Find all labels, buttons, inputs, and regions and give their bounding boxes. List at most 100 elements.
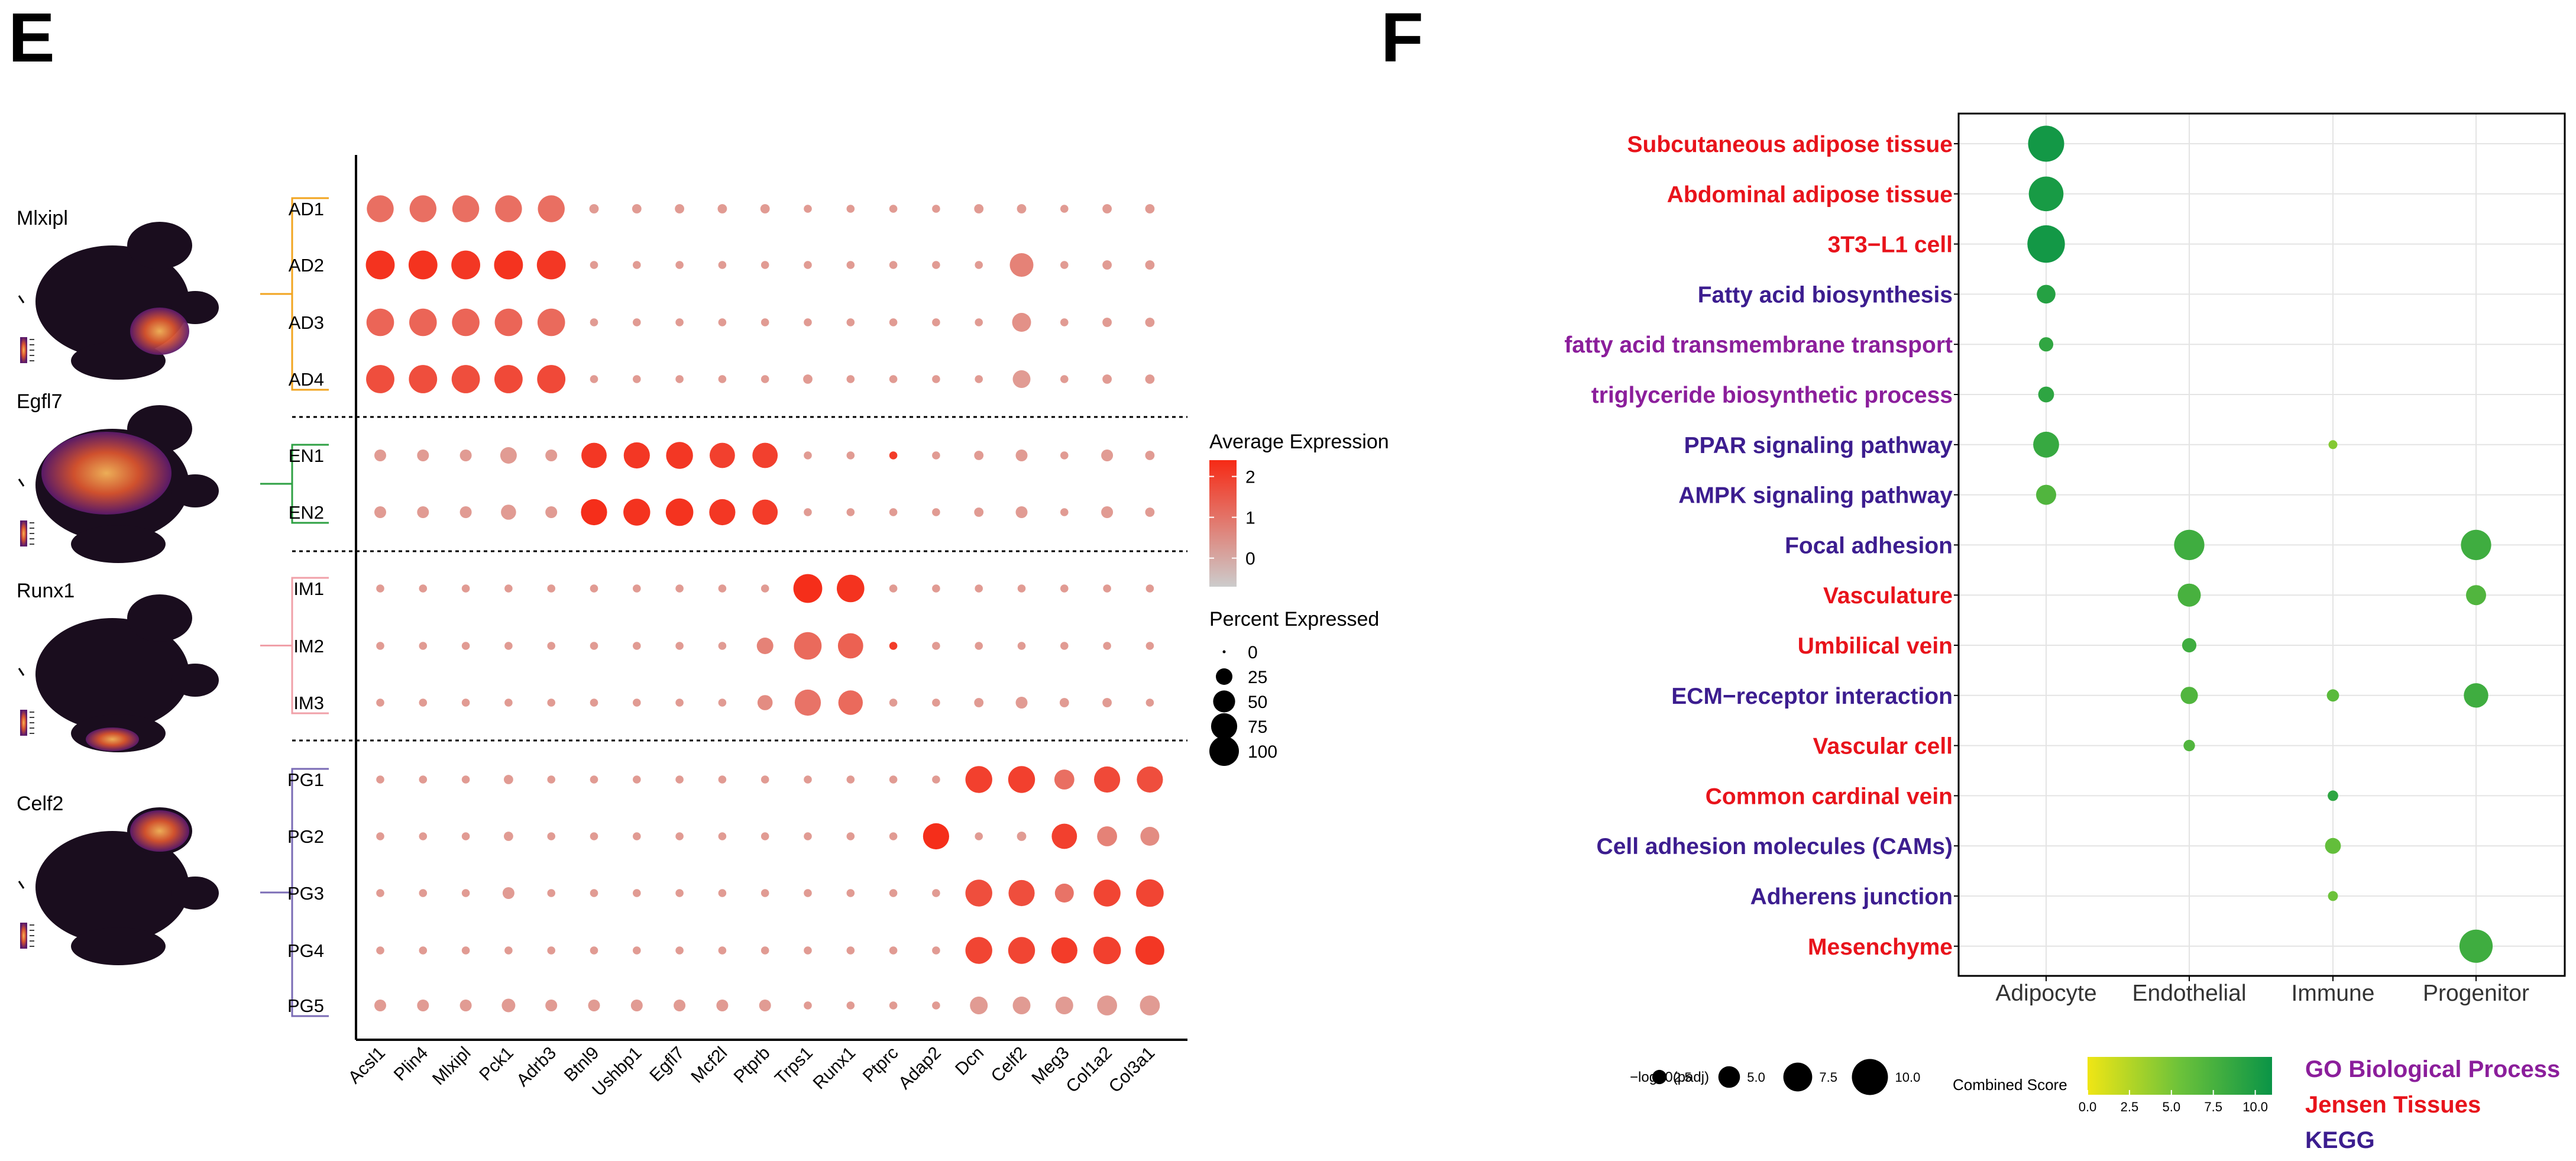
- term-labels: Subcutaneous adipose tissue Abdominal adi…: [1564, 132, 1959, 960]
- dot-im2-btnl9: [590, 642, 598, 650]
- bracket-pg: [260, 768, 329, 1017]
- dot-im1-mcf2l: [718, 584, 727, 593]
- dot-im3-mcf2l: [718, 698, 727, 707]
- dot-ad4-ushbp1: [633, 375, 641, 383]
- dot-pg5-plin4: [417, 1000, 429, 1011]
- dot-pg1-plin4: [419, 775, 428, 784]
- dot-pg3-plin4: [419, 889, 428, 897]
- dot-ad3-col1a2: [1102, 318, 1112, 327]
- dot-im2-adap2: [932, 642, 940, 650]
- feature-plot-runx1: Runx1: [17, 580, 219, 752]
- gene-label-col1a2: Col1a2: [1062, 1043, 1116, 1097]
- dot-ad4-adrb3: [537, 365, 566, 393]
- gene-label-mcf2l: Mcf2l: [687, 1043, 731, 1087]
- feature-plot-title: Mlxipl: [17, 207, 68, 229]
- dot-pg4-col3a1: [1135, 936, 1164, 965]
- dot-pg4-adrb3: [547, 946, 555, 955]
- dot-im2-trps1: [794, 632, 822, 660]
- dot-ad3-mlxipl: [452, 308, 480, 337]
- enrichment-dot-adipocyte: [2036, 484, 2056, 505]
- dot-pg4-trps1: [804, 946, 812, 955]
- size-legend-dot: [1209, 736, 1239, 766]
- dot-pg4-celf2: [1008, 937, 1035, 964]
- dot-pg5-celf2: [1012, 997, 1031, 1014]
- enrichment-dot-progenitor: [2459, 929, 2493, 963]
- enrichment-dot-immune: [2328, 891, 2338, 901]
- dot-ad2-adrb3: [536, 250, 566, 280]
- bracket-ad: [260, 197, 329, 391]
- enrichment-dot-progenitor: [2466, 585, 2486, 606]
- dot-im3-runx1: [838, 690, 863, 715]
- dot-ad3-pck1: [494, 308, 523, 337]
- dot-pg3-runx1: [846, 889, 855, 897]
- dot-im1-adrb3: [547, 584, 555, 593]
- dot-en1-meg3: [1060, 451, 1069, 460]
- dot-ad4-meg3: [1060, 375, 1069, 383]
- dot-ad3-runx1: [846, 318, 855, 326]
- dot-pg2-trps1: [804, 832, 812, 840]
- dot-en2-meg3: [1060, 508, 1069, 516]
- dot-ad1-plin4: [409, 195, 436, 222]
- gene-label-mlxipl: Mlxipl: [429, 1043, 475, 1089]
- enrichment-dot-endothelial: [2180, 687, 2198, 704]
- dot-pg1-col3a1: [1137, 766, 1163, 793]
- dot-en2-adap2: [932, 508, 940, 516]
- dot-en2-runx1: [846, 508, 855, 516]
- dot-pg2-plin4: [419, 832, 428, 840]
- dot-en1-col1a2: [1101, 449, 1114, 461]
- dot-pg2-col3a1: [1140, 827, 1160, 846]
- dot-pg2-celf2: [1017, 832, 1027, 841]
- enrichment-dot-immune: [2325, 837, 2341, 854]
- dot-ad3-dcn: [975, 318, 983, 326]
- term-label: Common cardinal vein: [1706, 784, 1953, 809]
- dot-pg5-mlxipl: [459, 1000, 472, 1011]
- cluster-label-im3: IM3: [293, 693, 324, 713]
- size-legend-label: 0: [1248, 643, 1258, 662]
- dot-pg1-acsl1: [376, 775, 384, 784]
- enrichment-dot-endothelial: [2174, 529, 2205, 561]
- dot-pg4-egfl7: [675, 946, 684, 955]
- dot-ad2-mcf2l: [718, 261, 727, 269]
- source-legend-kegg: KEGG: [2305, 1127, 2375, 1153]
- dot-ad4-btnl9: [590, 375, 598, 383]
- dot-im2-acsl1: [376, 642, 384, 650]
- score-legend-label: 2.5: [2121, 1099, 2139, 1114]
- term-label: 3T3−L1 cell: [1828, 232, 1953, 258]
- dot-pg5-mcf2l: [716, 1000, 729, 1011]
- dotplot-axes: [355, 155, 1187, 1041]
- gene-label-adrb3: Adrb3: [513, 1043, 560, 1091]
- dot-im3-dcn: [974, 698, 984, 707]
- dot-pg4-mlxipl: [461, 946, 470, 955]
- enrichment-dot-adipocyte: [2038, 386, 2054, 403]
- enrichment-dot-adipocyte: [2038, 337, 2054, 352]
- dot-pg3-adap2: [932, 889, 940, 897]
- dot-ad2-meg3: [1060, 261, 1069, 269]
- size-legend-label: 75: [1248, 717, 1267, 737]
- enrichment-dot-adipocyte: [2028, 176, 2064, 212]
- size-legend-label: 100: [1248, 742, 1277, 762]
- term-label: Adherens junction: [1750, 884, 1953, 910]
- dot-ad3-acsl1: [366, 308, 394, 337]
- dot-en1-ptprc: [889, 451, 898, 460]
- dot-ad1-ptprc: [889, 205, 898, 213]
- dot-ad1-pck1: [495, 195, 522, 222]
- term-label: fatty acid transmembrane transport: [1564, 332, 1953, 358]
- dot-im2-col3a1: [1145, 642, 1154, 650]
- dot-im1-plin4: [419, 584, 428, 593]
- cluster-label-en1: EN1: [289, 445, 324, 466]
- dot-en1-ushbp1: [623, 442, 650, 469]
- gene-label-ptprb: Ptprb: [730, 1043, 774, 1087]
- dot-pg3-ptprc: [889, 889, 898, 897]
- dot-pg5-dcn: [970, 997, 988, 1014]
- dot-im2-runx1: [837, 633, 863, 659]
- dot-ad1-meg3: [1060, 205, 1069, 213]
- dot-en2-celf2: [1015, 506, 1028, 518]
- dot-ad1-col1a2: [1102, 204, 1112, 214]
- dot-im3-plin4: [419, 698, 428, 707]
- colorbar-tick-label: 2: [1245, 468, 1255, 487]
- cluster-label-pg4: PG4: [287, 940, 324, 961]
- dot-pg3-btnl9: [590, 889, 598, 897]
- padj-legend-dot: [1783, 1062, 1813, 1092]
- dot-pg5-acsl1: [374, 1000, 386, 1011]
